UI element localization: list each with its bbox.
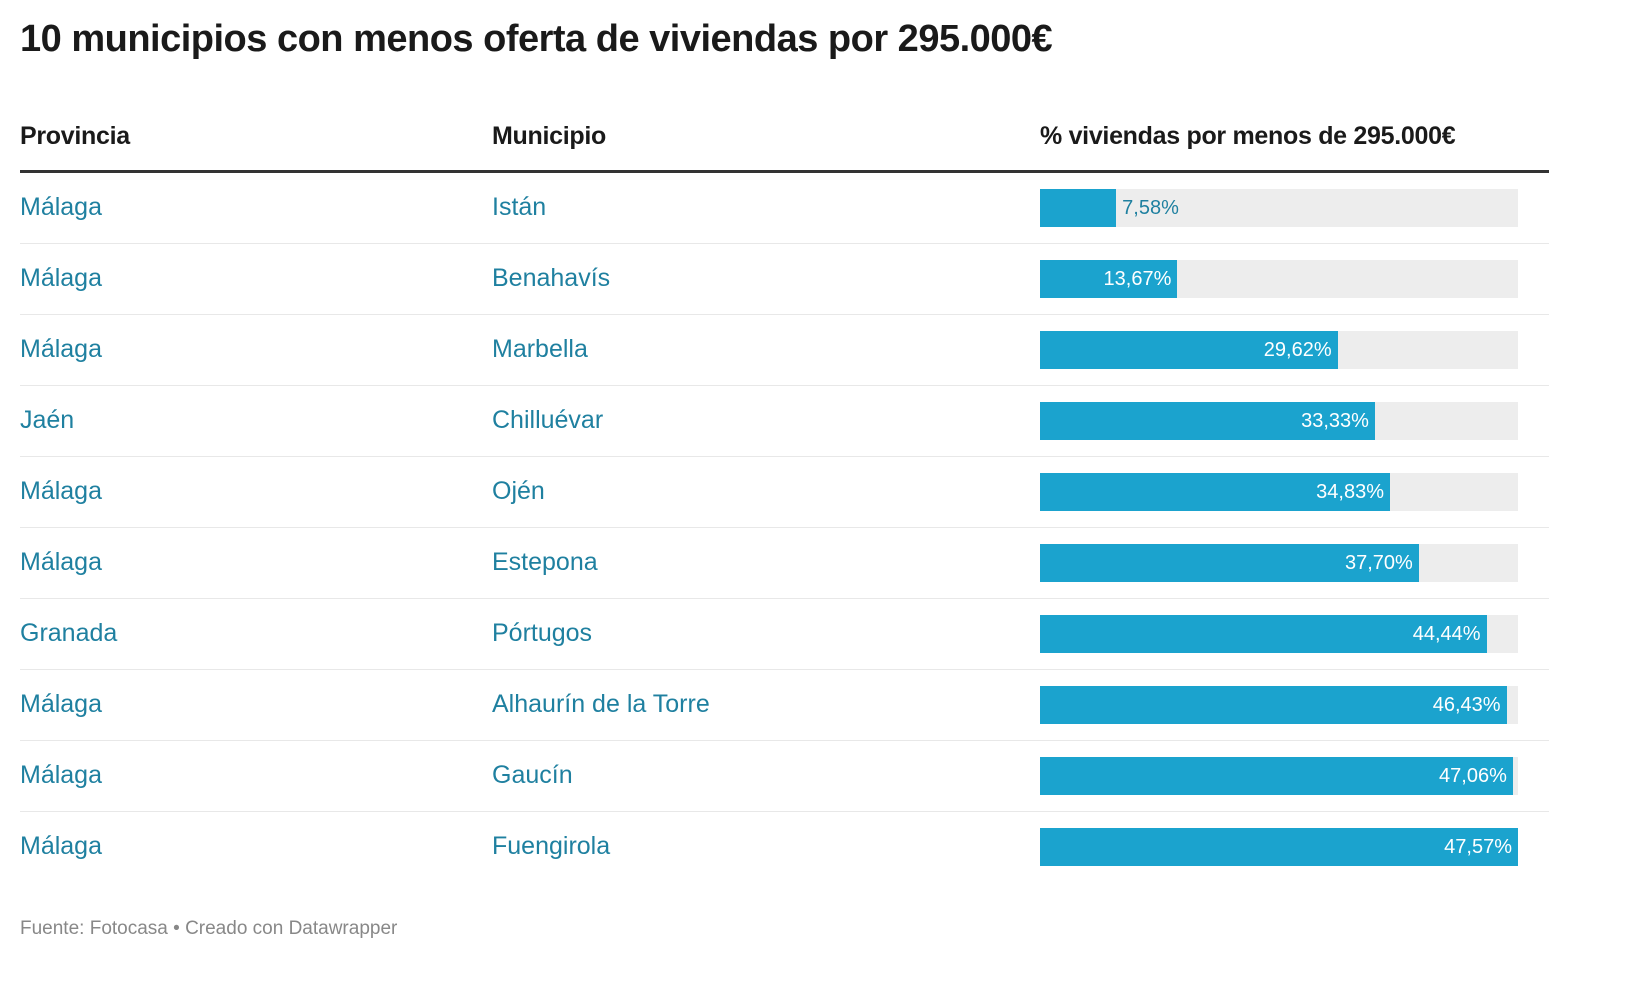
cell-provincia: Málaga <box>20 832 102 860</box>
chart-title: 10 municipios con menos oferta de vivien… <box>20 18 1053 60</box>
bar-value-label: 33,33% <box>1301 410 1369 432</box>
cell-municipio: Istán <box>492 193 547 221</box>
cell-municipio: Alhaurín de la Torre <box>492 690 710 718</box>
bar <box>1040 828 1518 866</box>
table-row: Jaén Chilluévar 33,33% <box>20 386 1549 457</box>
bar <box>1040 473 1390 511</box>
bar-value-label: 44,44% <box>1412 623 1481 645</box>
bar <box>1040 686 1507 724</box>
cell-provincia: Jaén <box>20 406 75 434</box>
cell-provincia: Málaga <box>20 761 102 789</box>
bar <box>1040 260 1178 298</box>
bar <box>1040 544 1419 582</box>
table-header: Provincia Municipio % viviendas por meno… <box>20 118 1549 173</box>
bar-track: 34,83% <box>1040 473 1518 511</box>
bar <box>1040 402 1375 440</box>
bar-value-label: 34,83% <box>1316 481 1384 503</box>
bar-track: 29,62% <box>1040 331 1518 369</box>
cell-municipio: Marbella <box>492 335 588 363</box>
cell-municipio: Estepona <box>492 548 598 576</box>
bar-track: 33,33% <box>1040 402 1518 440</box>
cell-municipio: Fuengirola <box>492 832 611 860</box>
cell-provincia: Málaga <box>20 193 102 221</box>
table-row: Málaga Estepona 37,70% <box>20 528 1549 599</box>
bar-track: 13,67% <box>1040 260 1518 298</box>
table-row: Málaga Benahavís 13,67% <box>20 244 1549 315</box>
column-header-municipio[interactable]: Municipio <box>492 122 606 150</box>
bar <box>1040 615 1487 653</box>
cell-municipio: Chilluévar <box>492 406 604 434</box>
cell-provincia: Málaga <box>20 690 102 718</box>
bar-value-label: 13,67% <box>1103 268 1172 290</box>
cell-municipio: Pórtugos <box>492 619 593 647</box>
cell-municipio: Benahavís <box>492 264 611 292</box>
table-row: Málaga Gaucín 47,06% <box>20 741 1549 812</box>
bar-value-label: 37,70% <box>1344 552 1413 574</box>
table-row: Málaga Ojén 34,83% <box>20 457 1549 528</box>
source-footer: Fuente: Fotocasa • Creado con Datawrappe… <box>20 918 398 939</box>
cell-provincia: Málaga <box>20 335 102 363</box>
cell-provincia: Granada <box>20 619 118 647</box>
table-row: Málaga Alhaurín de la Torre 46,43% <box>20 670 1549 741</box>
bar-value-label: 47,06% <box>1439 765 1507 787</box>
bar-track: 44,44% <box>1040 615 1518 653</box>
bar-value-label: 7,58% <box>1122 197 1179 219</box>
table-row: Málaga Istán 7,58% <box>20 173 1549 244</box>
table-row: Granada Pórtugos 44,44% <box>20 599 1549 670</box>
cell-provincia: Málaga <box>20 548 102 576</box>
bar-value-label: 46,43% <box>1432 694 1501 716</box>
table-body: Málaga Istán 7,58% Málaga Benahavís 13,67% Mál… <box>20 173 1549 882</box>
cell-municipio: Gaucín <box>492 761 573 789</box>
bar <box>1040 757 1513 795</box>
bar-track: 47,06% <box>1040 757 1518 795</box>
column-header-percentage[interactable]: % viviendas por menos de 295.000€ <box>1040 122 1456 150</box>
table-row: Málaga Fuengirola 47,57% <box>20 812 1549 882</box>
bar <box>1040 331 1338 369</box>
cell-municipio: Ojén <box>492 477 545 505</box>
bar-value-label: 47,57% <box>1444 836 1512 858</box>
bar-track: 7,58% <box>1040 189 1518 227</box>
bar <box>1040 189 1117 227</box>
bar-track: 47,57% <box>1040 828 1518 866</box>
cell-provincia: Málaga <box>20 477 102 505</box>
bar-value-label: 29,62% <box>1263 339 1332 361</box>
column-header-provincia[interactable]: Provincia <box>20 122 130 150</box>
bar-track: 46,43% <box>1040 686 1518 724</box>
bar-track: 37,70% <box>1040 544 1518 582</box>
cell-provincia: Málaga <box>20 264 102 292</box>
table-row: Málaga Marbella 29,62% <box>20 315 1549 386</box>
